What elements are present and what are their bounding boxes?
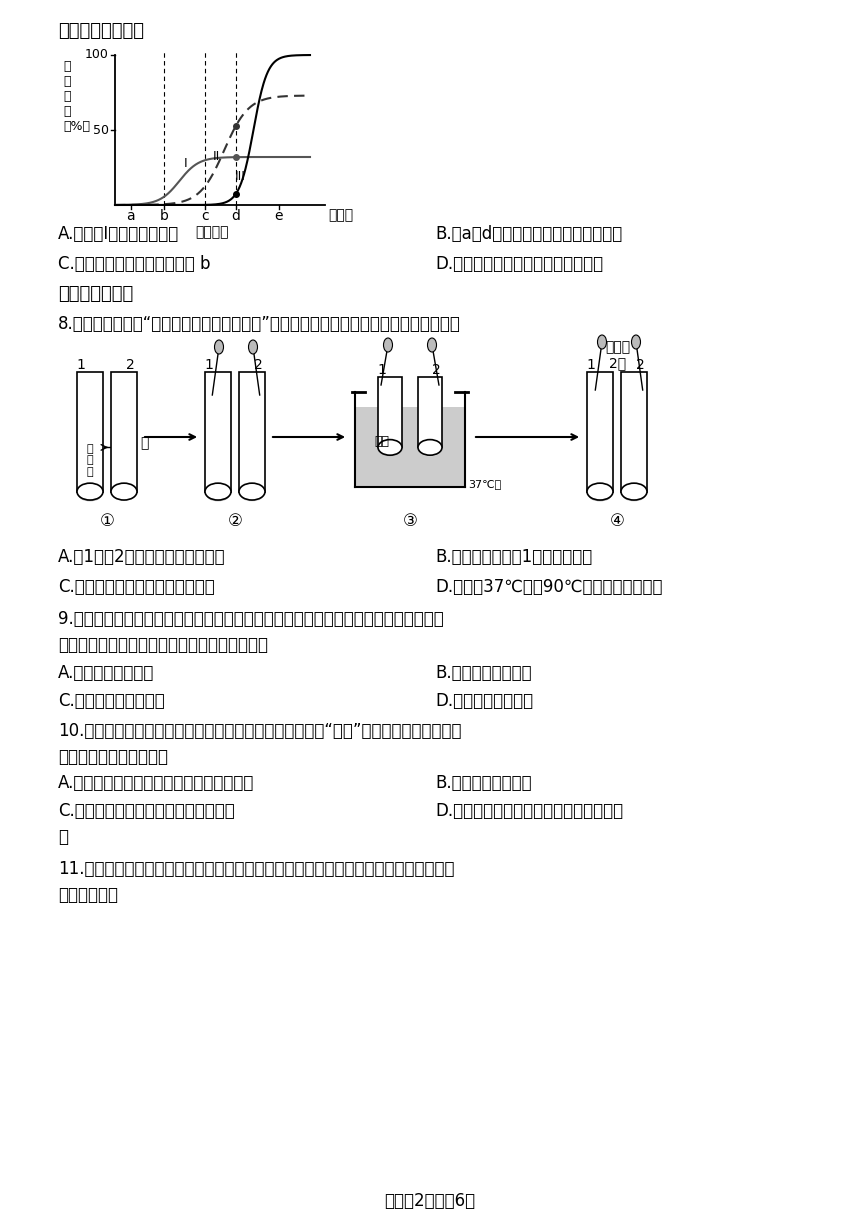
Ellipse shape xyxy=(206,490,230,501)
Text: I: I xyxy=(183,157,187,170)
Bar xyxy=(239,372,265,491)
Text: D.　若屆37℃改为90℃，两个试管都变蓝: D. 若屆37℃改为90℃，两个试管都变蓝 xyxy=(435,578,662,596)
Text: 2: 2 xyxy=(126,358,135,372)
Text: 胃，下列说法不正确的是: 胃，下列说法不正确的是 xyxy=(58,748,168,766)
Text: 分物质分别是: 分物质分别是 xyxy=(58,886,118,903)
Text: 8.　下图是某同学“探究淠粉在口腔内的消化”的实验过程，下列相关叙述错误的是（　）: 8. 下图是某同学“探究淠粉在口腔内的消化”的实验过程，下列相关叙述错误的是（ … xyxy=(58,315,461,333)
Text: 2: 2 xyxy=(432,364,440,377)
Bar xyxy=(205,372,231,491)
Text: C.　小肠、口腔、大肠: C. 小肠、口腔、大肠 xyxy=(58,692,165,710)
Ellipse shape xyxy=(427,338,437,351)
Text: B.　小肠、胃、大肠: B. 小肠、胃、大肠 xyxy=(435,664,531,682)
Ellipse shape xyxy=(379,445,401,456)
Text: III: III xyxy=(235,170,245,184)
Text: II: II xyxy=(212,151,220,163)
Bar xyxy=(378,377,402,447)
Bar xyxy=(379,423,401,451)
Text: 质: 质 xyxy=(58,828,68,846)
Text: 50: 50 xyxy=(93,124,109,136)
Text: D.　胃、大肠、小肠: D. 胃、大肠、小肠 xyxy=(435,692,533,710)
Text: 100: 100 xyxy=(85,49,109,62)
Ellipse shape xyxy=(384,338,392,351)
Bar xyxy=(418,377,442,447)
Bar xyxy=(588,447,611,495)
Bar xyxy=(356,407,464,486)
Text: 咍和食道: 咍和食道 xyxy=(195,225,229,240)
Text: 官，只有吸收功能、没有消化功能的器官分别是: 官，只有吸收功能、没有消化功能的器官分别是 xyxy=(58,636,268,654)
Text: 10.　人饥饿时，胃部肌肉挮压其内部的水和空气就会发出“咊咊”叫的声音。关于人体的: 10. 人饥饿时，胃部肌肉挮压其内部的水和空气就会发出“咊咊”叫的声音。关于人体… xyxy=(58,722,462,741)
Text: A.　曲线Ⅰ代表淠粉的消化: A. 曲线Ⅰ代表淠粉的消化 xyxy=(58,225,179,243)
Text: B.　滴加碗液后，1号试管不变蓝: B. 滴加碗液后，1号试管不变蓝 xyxy=(435,548,593,565)
Ellipse shape xyxy=(78,490,101,501)
Text: A.　位于腹腔左上方，上连食道，下接小肠: A. 位于腹腔左上方，上连食道，下接小肠 xyxy=(58,775,255,792)
Text: ④: ④ xyxy=(610,512,624,530)
Text: D.　通过蕌动擨磨食物，能初步消化蛋白: D. 通过蕌动擨磨食物，能初步消化蛋白 xyxy=(435,803,624,820)
Text: 9.　组成消化管的器官中：消化和吸收的主要器官，只有消化功能、没有吸收功能的器: 9. 组成消化管的器官中：消化和吸收的主要器官，只有消化功能、没有吸收功能的器 xyxy=(58,610,444,627)
Text: 1: 1 xyxy=(204,358,213,372)
Text: e: e xyxy=(274,209,283,223)
Text: C.　该实验可证明唠液能消化淠粉: C. 该实验可证明唠液能消化淠粉 xyxy=(58,578,215,596)
Ellipse shape xyxy=(588,490,611,501)
Ellipse shape xyxy=(587,483,613,500)
Text: 1: 1 xyxy=(586,358,595,372)
Text: 11.　如图表示人体消化道内吸收营养物质的一种结构，该结构的名称及其能够吸收的部: 11. 如图表示人体消化道内吸收营养物质的一种结构，该结构的名称及其能够吸收的部 xyxy=(58,860,454,878)
Ellipse shape xyxy=(249,340,257,354)
Text: 2: 2 xyxy=(254,358,263,372)
Ellipse shape xyxy=(420,445,440,456)
Bar xyxy=(111,372,137,491)
Text: 2滴: 2滴 xyxy=(610,356,627,370)
Bar xyxy=(623,452,646,495)
Text: B.　能暂时储存食物: B. 能暂时储存食物 xyxy=(435,775,531,792)
Text: c: c xyxy=(201,209,208,223)
Text: 唠液: 唠液 xyxy=(374,435,390,447)
Ellipse shape xyxy=(621,483,647,500)
Text: ②: ② xyxy=(228,512,243,530)
Ellipse shape xyxy=(598,334,606,349)
Ellipse shape xyxy=(111,483,137,500)
Text: d: d xyxy=(231,209,240,223)
Text: 消
化
程
度
（%）: 消 化 程 度 （%） xyxy=(63,60,90,133)
Bar xyxy=(621,372,647,491)
Text: 消化道: 消化道 xyxy=(328,208,353,223)
Ellipse shape xyxy=(623,490,646,501)
Text: 【能力提升篇】: 【能力提升篇】 xyxy=(58,285,133,303)
Text: 淠
粉
液: 淠 粉 液 xyxy=(87,444,94,477)
Text: b: b xyxy=(159,209,169,223)
Text: 1: 1 xyxy=(76,358,85,372)
Text: a: a xyxy=(126,209,135,223)
Text: A.　1号和2号作对照，变量是唠液: A. 1号和2号作对照，变量是唠液 xyxy=(58,548,225,565)
Bar xyxy=(206,447,230,495)
Text: 正确的是（　　）: 正确的是（ ） xyxy=(58,22,144,40)
Text: 2: 2 xyxy=(636,358,645,372)
Bar xyxy=(78,447,101,495)
Text: 37℃水: 37℃水 xyxy=(468,479,501,489)
Text: ①: ① xyxy=(100,512,114,530)
Text: C.　蛋白质消化的起始部位是 b: C. 蛋白质消化的起始部位是 b xyxy=(58,255,211,274)
Ellipse shape xyxy=(631,334,641,349)
Ellipse shape xyxy=(205,483,231,500)
Ellipse shape xyxy=(418,440,442,455)
Text: 加碗液: 加碗液 xyxy=(605,340,630,354)
Bar xyxy=(241,456,263,495)
Ellipse shape xyxy=(77,483,103,500)
Text: 1: 1 xyxy=(377,364,386,377)
Text: 试卷第2页，共6页: 试卷第2页，共6页 xyxy=(384,1192,476,1210)
Text: 水: 水 xyxy=(140,437,149,450)
Bar xyxy=(587,372,613,491)
Ellipse shape xyxy=(239,483,265,500)
Bar xyxy=(77,372,103,491)
Ellipse shape xyxy=(378,440,402,455)
Text: B.　a、d代表的器官分别是口腔和小肠: B. a、d代表的器官分别是口腔和小肠 xyxy=(435,225,623,243)
Text: ③: ③ xyxy=(402,512,417,530)
Ellipse shape xyxy=(214,340,224,354)
Bar xyxy=(420,429,440,451)
Ellipse shape xyxy=(241,490,263,501)
Text: C.　有胃腺，能分泌不含消化酶的胃液: C. 有胃腺，能分泌不含消化酶的胃液 xyxy=(58,803,235,820)
Text: D.　脂肪最终被消化成甘油和脂肪酸: D. 脂肪最终被消化成甘油和脂肪酸 xyxy=(435,255,603,274)
Text: A.　口腔、胃、大肠: A. 口腔、胃、大肠 xyxy=(58,664,155,682)
